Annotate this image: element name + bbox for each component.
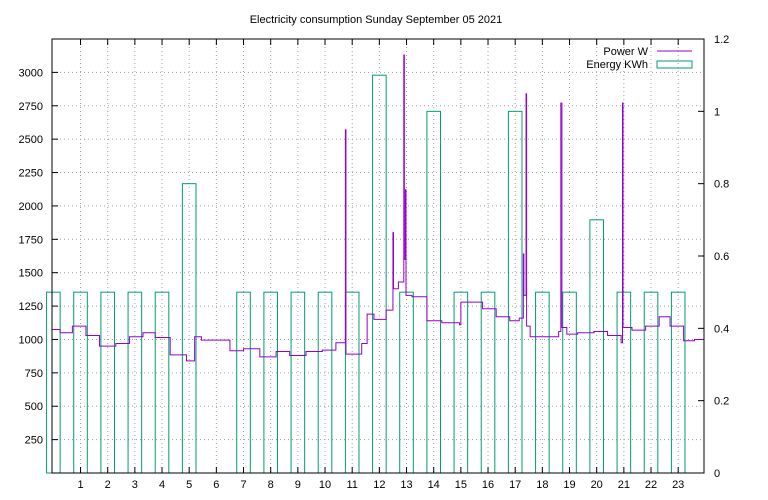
x-tick-label: 12: [373, 479, 385, 491]
x-tick-label: 9: [295, 479, 301, 491]
y2-tick-label: 0: [714, 468, 720, 480]
x-tick-label: 13: [400, 479, 412, 491]
x-tick-label: 10: [319, 479, 331, 491]
x-tick-label: 1: [77, 479, 83, 491]
y-tick-label: 500: [25, 401, 43, 413]
y2-tick-label: 0.2: [714, 396, 729, 408]
legend: Power W Energy KWh: [586, 46, 693, 71]
x-tick-label: 6: [213, 479, 219, 491]
x-tick-label: 16: [482, 479, 494, 491]
y-tick-label: 1250: [19, 301, 43, 313]
legend-label-energy: Energy KWh: [586, 59, 648, 71]
legend-swatch-energy: [656, 60, 693, 69]
y2-tick-label: 0.8: [714, 179, 729, 191]
x-tick-label: 2: [105, 479, 111, 491]
x-tick-label: 23: [672, 479, 684, 491]
y2-tick-label: 1.2: [714, 34, 729, 46]
x-tick-label: 4: [159, 479, 165, 491]
y2-tick-label: 0.4: [714, 323, 729, 335]
x-tick-label: 19: [563, 479, 575, 491]
x-tick-label: 21: [618, 479, 630, 491]
y-tick-label: 2000: [19, 201, 43, 213]
y-tick-label: 2750: [19, 101, 43, 113]
y-tick-label: 750: [25, 368, 43, 380]
y2-tick-label: 0.6: [714, 251, 729, 263]
y-tick-label: 3000: [19, 67, 43, 79]
x-tick-label: 18: [536, 479, 548, 491]
x-tick-label: 7: [240, 479, 246, 491]
y-tick-label: 2500: [19, 134, 43, 146]
y-tick-label: 1500: [19, 268, 43, 280]
x-tick-label: 15: [455, 479, 467, 491]
x-tick-label: 22: [645, 479, 657, 491]
x-tick-label: 8: [268, 479, 274, 491]
chart-title: Electricity consumption Sunday September…: [250, 14, 503, 26]
y-tick-label: 250: [25, 435, 43, 447]
x-tick-label: 20: [591, 479, 603, 491]
x-tick-label: 11: [346, 479, 357, 491]
legend-label-power: Power W: [603, 46, 648, 58]
power-line: [52, 54, 704, 362]
power-line-layer: [52, 54, 704, 362]
x-tick-label: 14: [428, 479, 440, 491]
y-tick-label: 1000: [19, 334, 43, 346]
y2-tick-label: 1: [714, 106, 720, 118]
x-tick-label: 3: [132, 479, 138, 491]
ticks-layer: 1 2 3 4 5 6 7 8 9 10 11 12 13 14 15 16 17 18 19 20 21 22 23250…: [19, 34, 730, 491]
x-tick-label: 5: [186, 479, 192, 491]
y-tick-label: 1750: [19, 234, 43, 246]
x-tick-label: 17: [509, 479, 521, 491]
y-tick-label: 2250: [19, 168, 43, 180]
